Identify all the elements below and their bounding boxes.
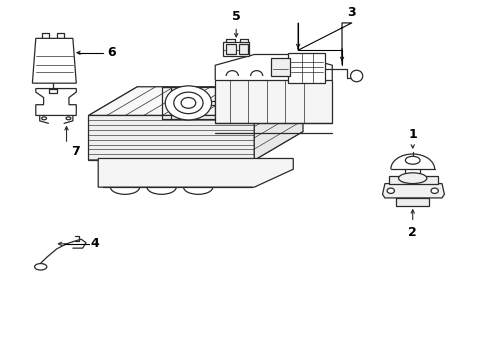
Text: 6: 6	[107, 46, 115, 59]
Text: 2: 2	[407, 226, 416, 239]
Polygon shape	[382, 184, 444, 198]
Polygon shape	[36, 89, 76, 116]
Ellipse shape	[350, 70, 362, 82]
Ellipse shape	[386, 188, 394, 193]
Text: 5: 5	[231, 10, 240, 23]
Bar	[395, 198, 428, 206]
Ellipse shape	[181, 98, 195, 108]
Polygon shape	[254, 87, 303, 160]
Text: 1: 1	[407, 127, 416, 140]
Polygon shape	[88, 116, 254, 160]
Polygon shape	[88, 87, 303, 116]
Polygon shape	[98, 158, 293, 187]
Ellipse shape	[173, 92, 203, 114]
Ellipse shape	[398, 173, 426, 184]
Bar	[225, 44, 235, 54]
Ellipse shape	[35, 264, 47, 270]
Polygon shape	[32, 39, 76, 83]
Ellipse shape	[41, 117, 46, 120]
Text: 7: 7	[71, 145, 80, 158]
Ellipse shape	[66, 117, 71, 120]
Bar	[271, 58, 289, 76]
Text: 4: 4	[91, 237, 100, 250]
Bar	[222, 42, 249, 56]
Text: 3: 3	[347, 6, 355, 19]
Bar	[388, 176, 437, 184]
Bar	[288, 53, 325, 83]
Ellipse shape	[405, 156, 419, 164]
Ellipse shape	[430, 188, 437, 193]
Polygon shape	[215, 80, 331, 123]
Ellipse shape	[165, 86, 211, 120]
Bar	[238, 44, 248, 54]
